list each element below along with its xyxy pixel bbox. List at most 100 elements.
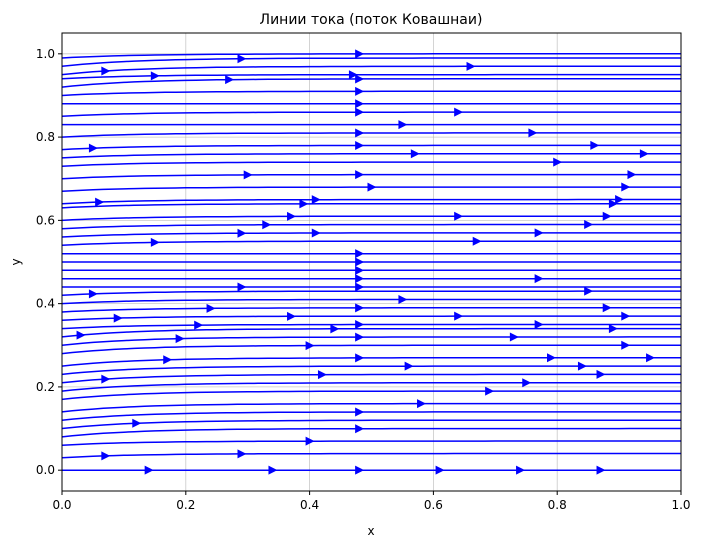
x-tick-label: 0.0 [52,498,71,512]
streamline [61,315,681,322]
streamline [61,298,681,305]
streamline [61,452,681,459]
flow-arrow [194,320,204,330]
streamline [61,223,681,230]
flow-arrow [355,74,365,84]
y-tick-label: 0.2 [36,380,55,394]
flow-arrow [627,170,637,180]
flow-arrow [404,361,414,371]
flow-arrow [243,170,253,180]
streamline [61,65,681,76]
streamline [61,173,681,180]
flow-arrow [355,274,365,284]
flow-arrow [615,195,625,205]
flow-arrow [547,353,557,363]
flow-arrow [485,386,495,396]
flow-arrow [206,303,216,313]
streamline [61,78,681,88]
flow-arrow [534,319,544,329]
flow-arrow [472,236,482,246]
streamline [61,202,681,209]
flow-arrow [534,228,544,238]
flow-arrow [287,211,297,221]
flow-arrow [355,86,365,96]
flow-arrow [454,211,464,221]
flow-arrow [355,353,365,363]
flow-arrow [355,140,365,150]
y-tick-label: 0.6 [36,213,55,227]
flow-arrow [355,49,365,59]
flow-arrow [330,324,340,334]
y-tick-label: 0.0 [36,463,55,477]
y-axis-label: y [9,258,23,265]
streamline [61,152,681,159]
x-tick-label: 0.4 [300,498,319,512]
flow-arrow [268,465,278,475]
flow-arrow [113,313,123,323]
flow-arrow [466,61,476,71]
y-tick-label: 0.4 [36,297,55,311]
flow-arrow [237,54,247,64]
streamline [61,198,681,205]
flow-arrow [132,418,142,428]
flow-arrow [355,257,365,267]
streamline [61,390,681,401]
streamline [61,427,681,438]
flow-arrow [596,369,606,379]
flow-arrow [101,451,111,461]
flow-arrow [602,303,612,313]
streamline [61,327,681,338]
flow-arrow [639,149,649,159]
streamlines [61,53,681,471]
flow-arrow [355,170,365,180]
flow-arrow [355,465,365,475]
chart-title: Линии тока (поток Ковашнаи) [260,12,483,28]
flow-arrow [355,303,365,313]
flow-arrow [311,195,321,205]
flow-arrow [355,128,365,138]
flow-arrow [528,128,538,138]
flow-arrow [410,149,420,159]
streamline [61,73,681,80]
flow-arrow [76,330,86,340]
flow-arrow [534,274,544,284]
x-axis-ticks: 0.0 0.2 0.4 0.6 0.8 1.0 [52,491,691,512]
flow-arrow [355,424,365,434]
flow-arrow [398,120,408,130]
flow-arrow [596,465,606,475]
streamline [61,307,681,313]
flow-arrow [367,182,377,192]
flow-arrow [621,340,631,350]
flow-arrow [608,199,618,209]
flow-arrow [577,361,587,371]
streamline [61,111,681,118]
flow-arrow [553,157,563,167]
flow-arrow [348,70,358,80]
streamline [61,240,681,247]
flow-arrow [355,282,365,292]
flow-arrow [163,355,173,365]
flow-arrow [305,436,315,446]
streamline [61,57,681,68]
x-tick-label: 0.6 [424,498,443,512]
flow-arrow [150,237,160,247]
flow-arrow [435,465,445,475]
flow-arrow [101,66,111,76]
flow-arrow [287,311,297,321]
streamline [61,419,681,430]
flow-arrow [516,465,526,475]
flow-arrow [317,370,327,380]
flow-arrow [355,407,365,417]
streamline [61,232,681,238]
flow-arrow [355,320,365,330]
arrow-markers [76,49,656,475]
y-axis-ticks: 0.0 0.2 0.4 0.6 0.8 1.0 [36,47,62,477]
flow-arrow [355,107,365,117]
streamline [61,90,681,97]
flow-arrow [608,324,618,334]
flow-arrow [305,341,315,351]
flow-arrow [355,332,365,342]
streamline [61,215,681,222]
